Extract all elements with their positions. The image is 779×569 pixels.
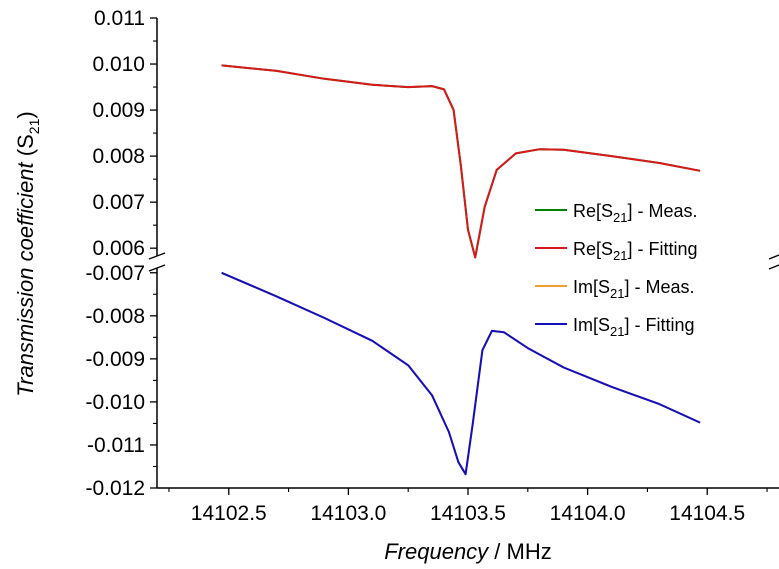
series-line-1	[221, 64, 701, 259]
axis-break-mark	[768, 264, 779, 270]
y-tick-label: 0.009	[92, 99, 145, 122]
x-tick-label: 14103.0	[310, 502, 386, 525]
y-tick-label: -0.012	[85, 477, 145, 500]
legend-label: Im[S21] - Fitting	[573, 315, 695, 339]
series-line-3	[221, 271, 701, 476]
y-tick-label: -0.010	[85, 391, 145, 414]
y-tick-label: -0.011	[87, 434, 145, 457]
axis-break-mark	[768, 254, 779, 260]
x-tick-label: 14103.5	[430, 502, 506, 525]
y-tick-label: -0.009	[85, 348, 145, 371]
legend-label: Im[S21] - Meas.	[573, 277, 695, 301]
axis-break-mark	[148, 252, 166, 260]
x-tick-label: 14104.5	[669, 502, 745, 525]
legend-item: Re[S21] - Fitting	[535, 239, 698, 263]
plot-lines	[221, 64, 701, 476]
y-tick-label: 0.011	[94, 7, 145, 30]
y-tick-label: 0.008	[92, 145, 145, 168]
axis-break-mark	[148, 264, 166, 272]
x-tick-label: 14104.0	[550, 502, 626, 525]
legend-item: Im[S21] - Meas.	[535, 277, 695, 301]
legend-item: Im[S21] - Fitting	[535, 315, 695, 339]
y-tick-label: -0.008	[85, 305, 145, 328]
x-tick-label: 14102.5	[191, 502, 267, 525]
legend: Re[S21] - Meas. Re[S21] - Fitting Im[S21] …	[535, 201, 698, 339]
y-tick-label: 0.010	[92, 53, 145, 76]
legend-item: Re[S21] - Meas.	[535, 201, 698, 225]
y-tick-label: 0.006	[92, 237, 145, 260]
legend-label: Re[S21] - Fitting	[573, 239, 698, 263]
y-tick-label: -0.007	[85, 262, 145, 285]
x-axis-title: Frequency / MHz	[384, 539, 552, 564]
y-tick-label: 0.007	[92, 191, 145, 214]
y-axis-title: Transmission coefficient (S21)	[13, 111, 42, 396]
ticks: 0.006 0.007 0.008 0.009 0.010 0.011 -0.007 -0.0…	[85, 7, 768, 525]
legend-label: Re[S21] - Meas.	[573, 201, 698, 225]
